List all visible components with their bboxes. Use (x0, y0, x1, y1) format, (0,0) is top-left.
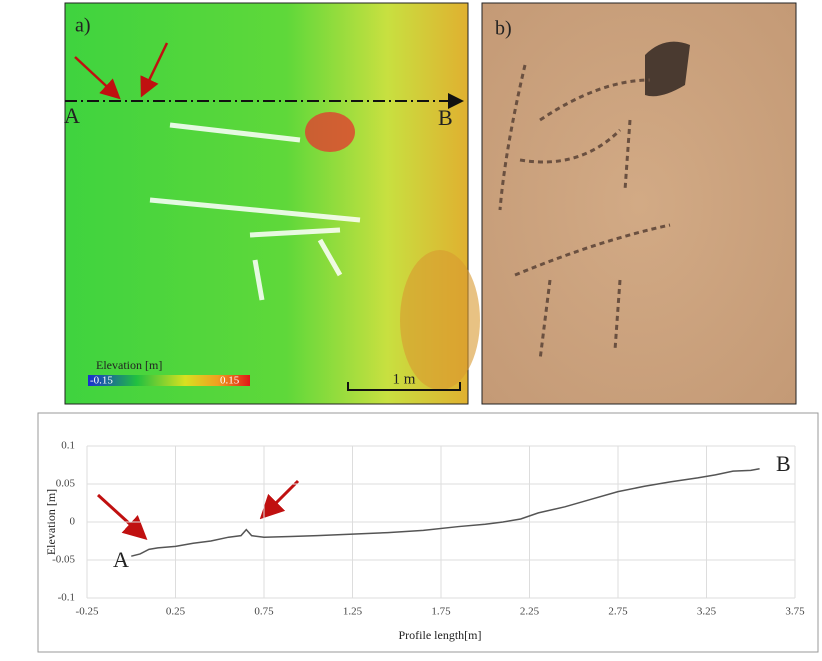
y-tick-label: -0.05 (52, 554, 75, 566)
stone (305, 112, 355, 152)
x-tick-label: 2.75 (608, 606, 628, 618)
figure: a) A B Elevation [m] -0.15 0.15 1 m b) P… (0, 0, 822, 656)
panel-a: a) A B Elevation [m] -0.15 0.15 1 m (64, 3, 480, 404)
x-tick-label: 0.75 (254, 606, 274, 618)
high-area (400, 250, 480, 390)
legend-min: -0.15 (90, 375, 113, 387)
y-tick-label: 0.1 (61, 440, 75, 452)
panel-b: b) (482, 3, 796, 404)
annotation: A (113, 547, 129, 572)
x-tick-label: 3.25 (697, 606, 717, 618)
point-label: B (438, 105, 453, 130)
annotation: B (776, 451, 791, 476)
x-tick-label: -0.25 (76, 606, 99, 618)
x-axis-label: Profile length[m] (399, 628, 482, 642)
photo (482, 3, 796, 404)
legend-title: Elevation [m] (96, 358, 162, 372)
y-tick-label: 0 (70, 516, 76, 528)
panel-label: a) (75, 15, 91, 37)
point-label: A (64, 103, 80, 128)
legend-max: 0.15 (220, 375, 240, 387)
x-tick-label: 3.75 (785, 606, 805, 618)
x-tick-label: 1.75 (431, 606, 451, 618)
y-tick-label: -0.1 (58, 592, 75, 604)
x-tick-label: 0.25 (166, 606, 186, 618)
y-tick-label: 0.05 (56, 478, 76, 490)
scale-label: 1 m (393, 371, 416, 387)
x-tick-label: 2.25 (520, 606, 540, 618)
x-tick-label: 1.25 (343, 606, 363, 618)
y-axis-label: Elevation [m] (44, 489, 58, 555)
panel-label: b) (495, 18, 512, 40)
